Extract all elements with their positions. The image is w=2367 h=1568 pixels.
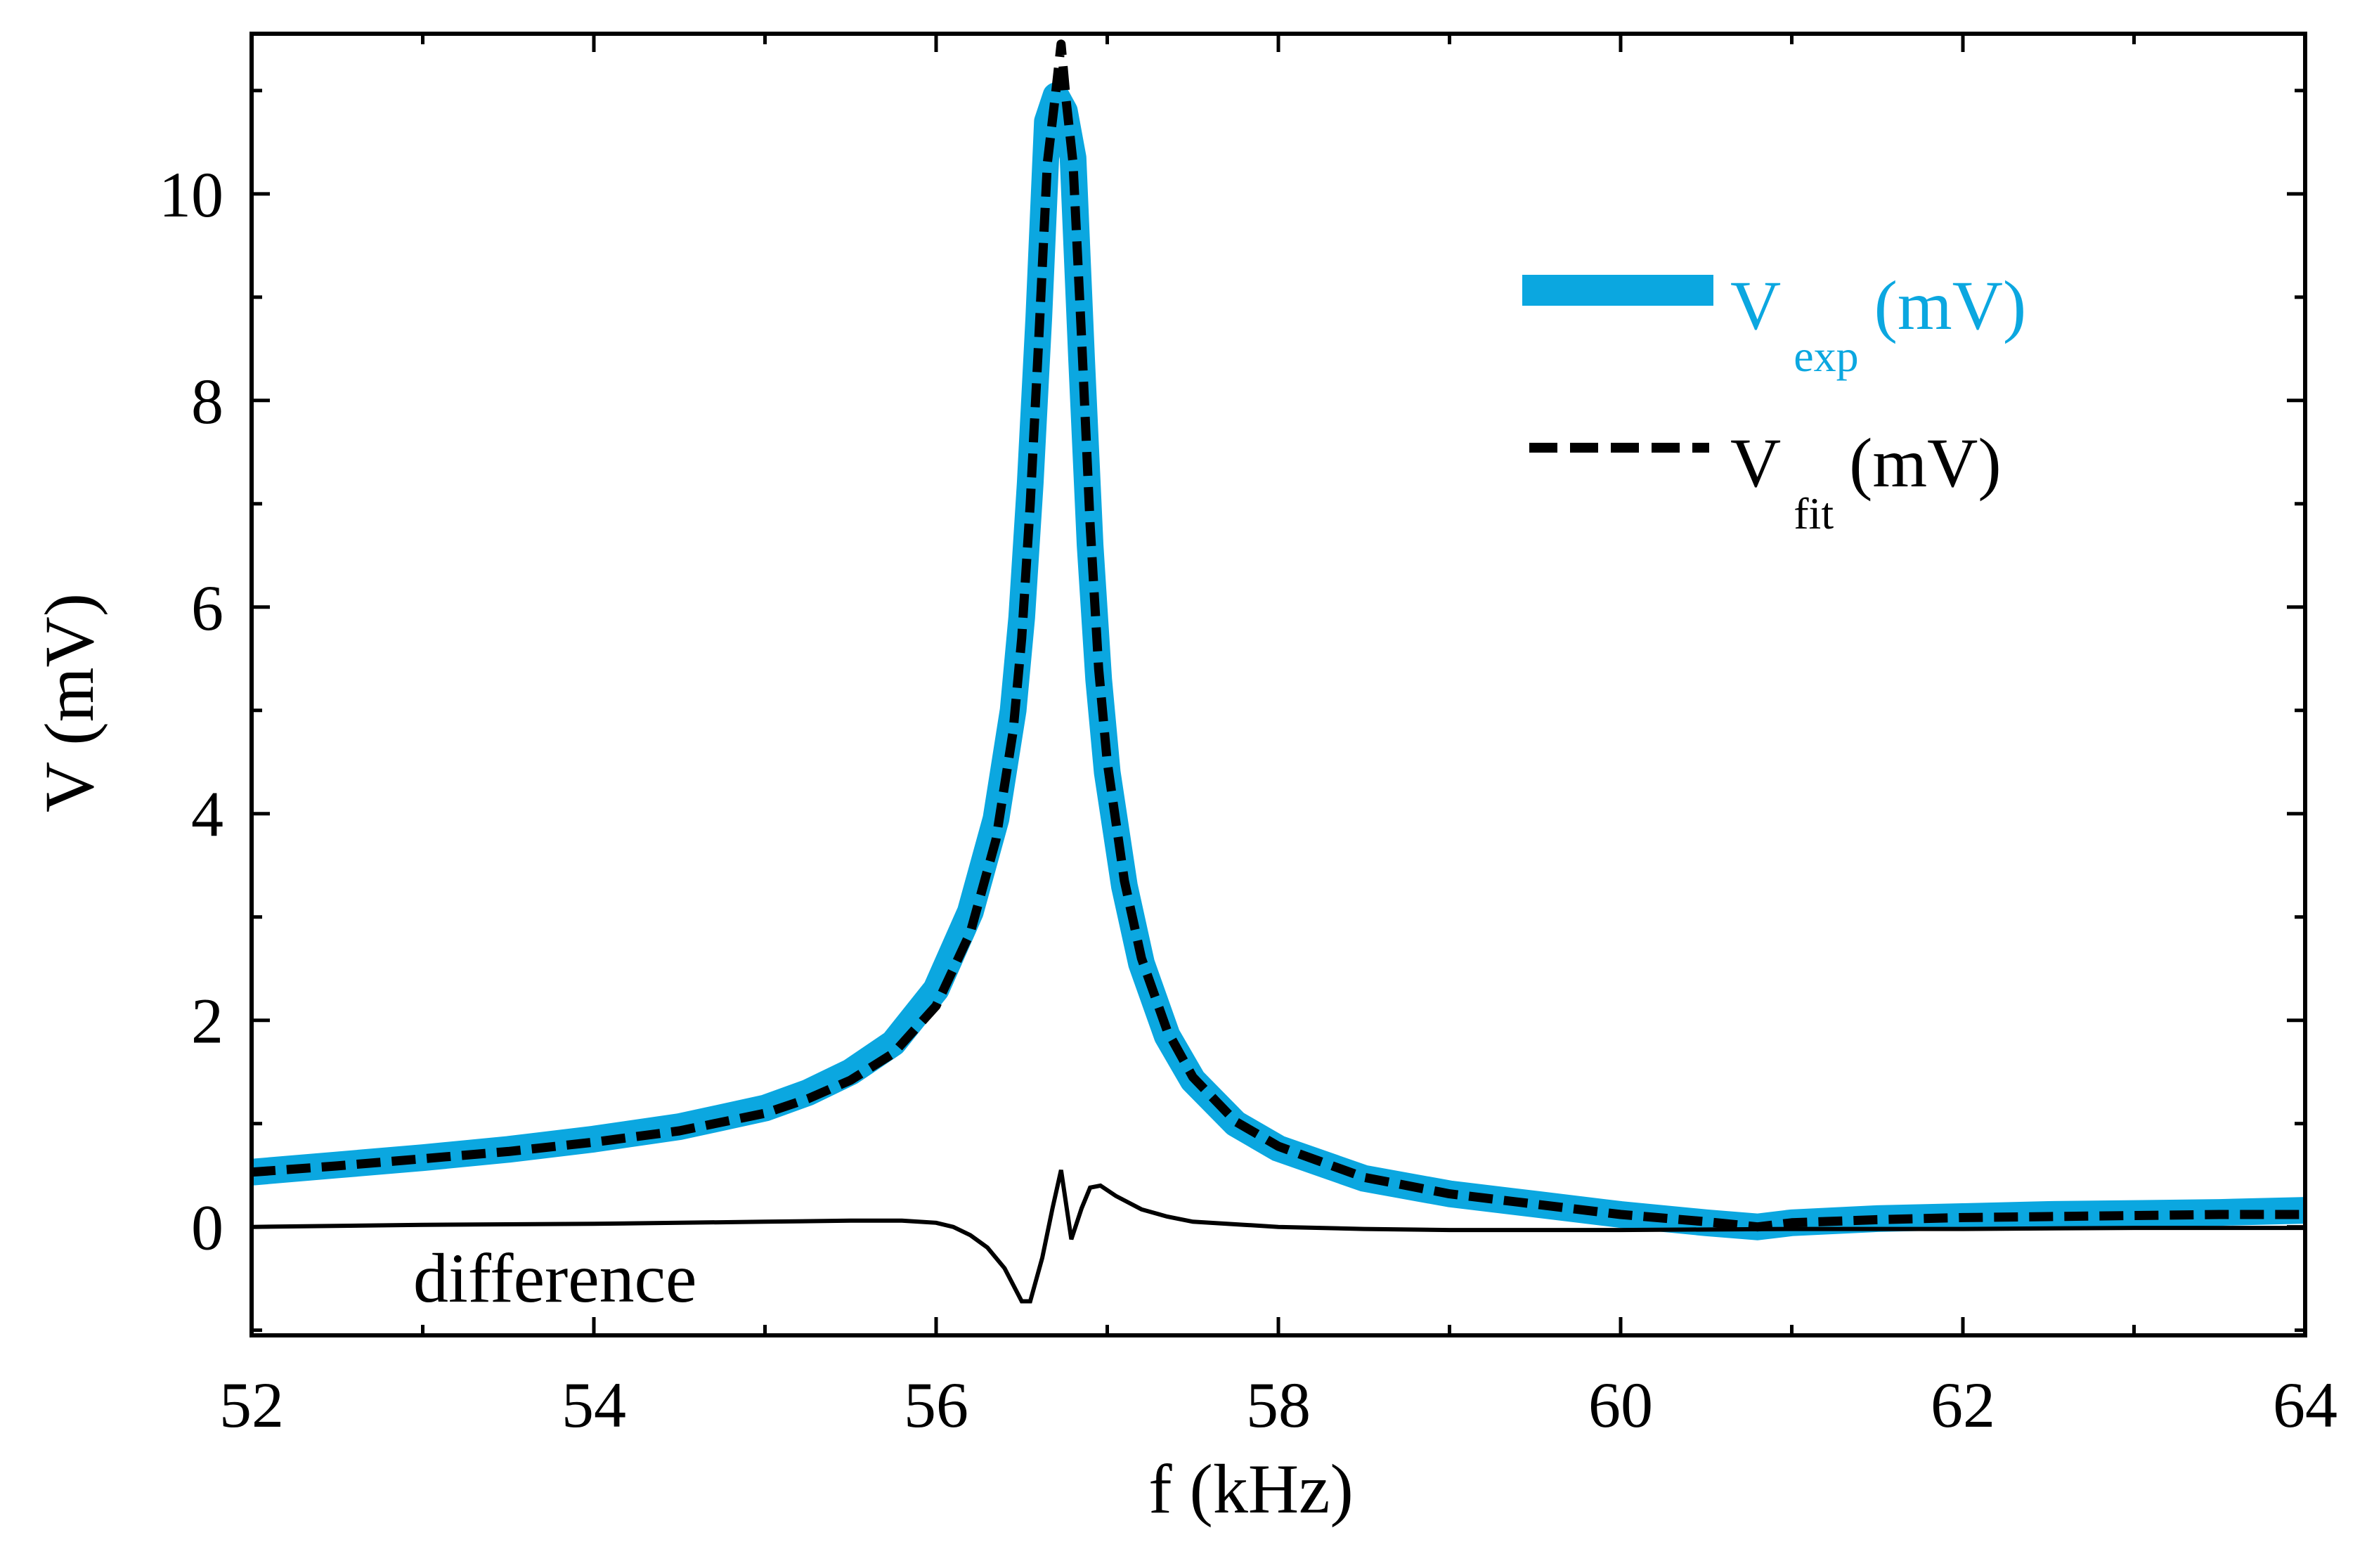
- plot-frame: [249, 32, 2307, 1337]
- y-tick-label: 6: [191, 572, 223, 644]
- y-tick-label: 0: [191, 1192, 223, 1264]
- y-tick-label: 4: [191, 779, 223, 850]
- x-tick-label: 58: [1246, 1369, 1311, 1441]
- x-tick-label: 60: [1588, 1369, 1653, 1441]
- y-axis-label: V (mV): [30, 593, 108, 812]
- legend-label-fit: Vfit(mV): [1730, 424, 2002, 538]
- legend-label-exp: Vexp(mV): [1730, 266, 2026, 381]
- x-tick-label: 64: [2273, 1369, 2337, 1441]
- series-line-difference: [252, 1169, 2305, 1304]
- y-tick-label: 10: [159, 159, 223, 231]
- series-line-v-fit-mv-: [252, 39, 2305, 1232]
- x-tick-label: 52: [219, 1369, 284, 1441]
- difference-annotation: difference: [413, 1239, 696, 1317]
- tick-labels: 52 54 56 58 60 62 64 0 2 4 6 8 10: [159, 159, 2337, 1441]
- x-tick-label: 54: [562, 1369, 626, 1441]
- legend: Vexp(mV) Vfit(mV): [1522, 266, 2026, 538]
- x-axis-label: f (kHz): [1148, 1450, 1354, 1528]
- y-tick-label: 8: [191, 365, 223, 437]
- x-tick-label: 62: [1931, 1369, 1995, 1441]
- x-tick-label: 56: [904, 1369, 968, 1441]
- series-group: [252, 39, 2305, 1304]
- y-tick-label: 2: [191, 985, 223, 1057]
